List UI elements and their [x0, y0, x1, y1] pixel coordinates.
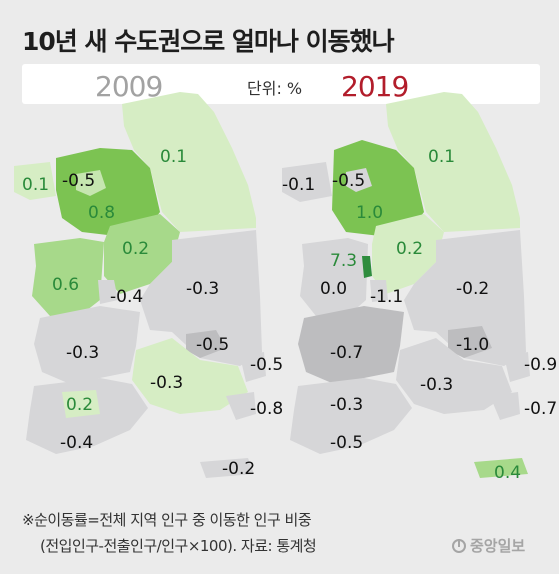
value-label-2019-6: 0.0	[320, 279, 347, 299]
value-label-2019-5: 7.3	[330, 251, 357, 271]
value-label-2019-16: 0.4	[494, 463, 521, 483]
logo-text: 중앙일보	[470, 537, 526, 555]
value-label-2019-8: -0.2	[456, 279, 489, 299]
region-jeonbuk-2019	[298, 306, 404, 384]
region-jeonnam-2009	[26, 378, 148, 454]
value-label-2019-1: -0.5	[332, 171, 365, 191]
value-label-2009-15: -0.2	[222, 459, 255, 479]
value-label-2009-3: 0.1	[160, 147, 187, 167]
value-label-2019-4: 0.2	[396, 239, 423, 259]
region-gyeongnam-2009	[132, 338, 248, 414]
value-label-2019-0: -0.1	[282, 175, 315, 195]
value-label-2019-7: -1.1	[370, 287, 403, 307]
value-label-2019-3: 0.1	[428, 147, 455, 167]
value-label-2009-14: -0.4	[60, 433, 93, 453]
value-label-2009-10: -0.3	[150, 373, 183, 393]
region-gyeongbuk-2019	[404, 230, 526, 366]
region-seoul-2019	[346, 168, 372, 192]
footnote-line-2: (전입인구-전출인구/인구×100). 자료: 통계청	[40, 537, 317, 555]
value-label-2019-10: -1.0	[456, 335, 489, 355]
value-label-2009-6: -0.4	[110, 287, 143, 307]
region-gyeongbuk-2009	[140, 230, 262, 366]
year-label-right: 2019	[341, 70, 409, 103]
region-ulsan-2019	[504, 352, 530, 382]
logo-icon	[452, 538, 466, 553]
page-title: 10년 새 수도권으로 얼마나 이동했나	[22, 27, 395, 56]
region-jeonbuk-2009	[34, 306, 140, 384]
region-sejong-2019	[362, 256, 372, 278]
value-label-2019-14: -0.3	[330, 395, 363, 415]
region-gyeonggi-2019	[332, 140, 424, 236]
region-busan-2009	[226, 392, 256, 420]
unit-label: 단위: %	[247, 79, 303, 98]
region-sejong-2009	[98, 280, 118, 304]
region-gangwon-2009	[122, 92, 256, 232]
value-label-2009-7: -0.3	[186, 279, 219, 299]
value-label-2009-0: 0.1	[22, 175, 49, 195]
region-chungnam-2009	[32, 238, 104, 316]
value-label-2009-2: 0.8	[88, 203, 115, 223]
footnote-line-1: ※순이동률=전체 지역 인구 중 이동한 인구 비중	[22, 511, 312, 529]
value-label-2009-13: 0.2	[66, 395, 93, 415]
value-label-2019-9: -0.7	[330, 343, 363, 363]
region-gyeonggi-2009	[56, 148, 160, 236]
region-daegu-2009	[186, 330, 226, 358]
region-chungnam-2019	[300, 238, 368, 316]
region-jeju-2009	[200, 458, 254, 478]
region-gangwon-2019	[386, 92, 520, 232]
region-gwangju-2019	[326, 390, 364, 418]
region-jeju-2019	[474, 458, 528, 478]
region-seoul-2009	[76, 170, 106, 196]
value-label-2019-11: -0.9	[524, 355, 557, 375]
value-label-2019-12: -0.3	[420, 375, 453, 395]
publisher-logo: 중앙일보	[452, 535, 525, 556]
value-label-2009-4: 0.2	[122, 239, 149, 259]
region-daejeon-2019	[370, 280, 388, 302]
region-daegu-2019	[448, 326, 492, 358]
value-label-2009-11: -0.5	[250, 355, 283, 375]
region-incheon-2009	[14, 162, 56, 200]
region-incheon-2019	[282, 162, 332, 202]
value-label-2009-9: -0.5	[196, 335, 229, 355]
region-busan-2019	[490, 392, 520, 420]
map-2009	[14, 92, 266, 478]
value-label-2019-2: 1.0	[356, 203, 383, 223]
value-label-2009-8: -0.3	[66, 343, 99, 363]
region-jeonnam-2019	[290, 378, 412, 454]
value-label-2009-12: -0.8	[250, 399, 283, 419]
region-chungbuk-2009	[104, 214, 180, 294]
year-label-left: 2009	[95, 70, 163, 103]
value-label-2019-13: -0.7	[524, 399, 557, 419]
region-gyeongnam-2019	[396, 338, 512, 414]
region-chungbuk-2019	[372, 214, 444, 294]
region-ulsan-2009	[240, 352, 266, 382]
value-labels: 0.1 -0.50.80.10.20.6-0.4 -0.3-0.3 -0.5-0.3-…	[22, 147, 557, 483]
map-2019	[282, 92, 530, 478]
region-gwangju-2009	[62, 390, 100, 418]
value-label-2019-15: -0.5	[330, 433, 363, 453]
value-label-2009-5: 0.6	[52, 275, 79, 295]
value-label-2009-1: -0.5	[62, 171, 95, 191]
